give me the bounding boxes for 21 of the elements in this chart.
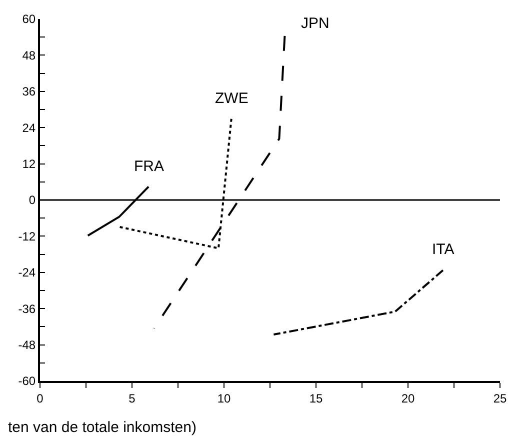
y-tick-label: 0 — [28, 193, 36, 208]
y-tick-label: 60 — [22, 12, 36, 26]
series-label: ZWE — [215, 90, 248, 107]
y-tick-label: 48 — [22, 48, 36, 62]
y-tick-label: -48 — [18, 338, 36, 352]
series-label: JPN — [301, 15, 330, 32]
x-tick-label: 10 — [217, 391, 231, 406]
y-tick-label: -36 — [18, 302, 36, 316]
x-tick-label: 5 — [128, 391, 136, 406]
y-tick-label: 24 — [22, 120, 36, 135]
y-tick-label: -24 — [18, 266, 36, 280]
y-tick-label: -60 — [18, 374, 36, 388]
y-tick-label: 36 — [22, 84, 36, 99]
x-tick-label: 20 — [401, 391, 415, 406]
y-tick-label: 12 — [22, 157, 36, 171]
x-tick-label: 25 — [493, 391, 507, 406]
x-tick-label: 15 — [309, 391, 323, 406]
y-tick-label: -12 — [18, 229, 36, 244]
series-label: ITA — [432, 241, 454, 258]
series-label: FRA — [134, 158, 164, 175]
x-axis-title: ten van de totale inkomsten) — [8, 419, 196, 436]
